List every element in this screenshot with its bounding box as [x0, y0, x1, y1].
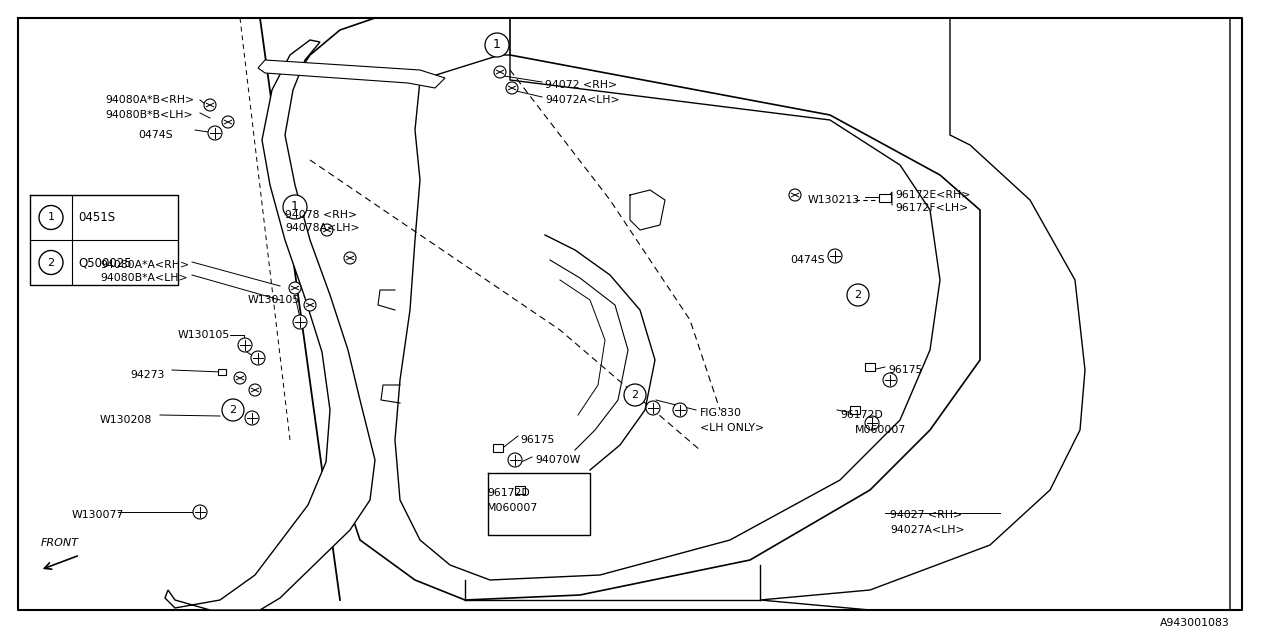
Text: 94273: 94273	[131, 370, 164, 380]
Text: 2: 2	[855, 290, 861, 300]
Text: W130105: W130105	[248, 295, 301, 305]
Text: 0474S: 0474S	[138, 130, 173, 140]
Text: 94078A<LH>: 94078A<LH>	[285, 223, 360, 233]
Text: 94070W: 94070W	[535, 455, 580, 465]
Circle shape	[244, 411, 259, 425]
Circle shape	[508, 453, 522, 467]
Text: W130077: W130077	[72, 510, 124, 520]
Text: 94080B*A<LH>: 94080B*A<LH>	[100, 273, 188, 283]
Bar	[865, 363, 876, 371]
Bar	[879, 194, 891, 202]
Circle shape	[289, 282, 301, 294]
Text: 0451S: 0451S	[78, 211, 115, 224]
Circle shape	[238, 338, 252, 352]
Circle shape	[865, 416, 879, 430]
Text: 94027A<LH>: 94027A<LH>	[890, 525, 965, 535]
Circle shape	[646, 401, 660, 415]
Text: 96172E<RH>: 96172E<RH>	[895, 190, 970, 200]
Circle shape	[234, 372, 246, 384]
Circle shape	[673, 403, 687, 417]
Circle shape	[221, 116, 234, 128]
Text: 94072 <RH>: 94072 <RH>	[545, 80, 617, 90]
Circle shape	[625, 384, 646, 406]
Text: 94072A<LH>: 94072A<LH>	[545, 95, 620, 105]
Bar	[493, 444, 503, 452]
Text: 1: 1	[47, 212, 55, 223]
Text: 94080B*B<LH>: 94080B*B<LH>	[105, 110, 192, 120]
Text: <LH ONLY>: <LH ONLY>	[700, 423, 764, 433]
Circle shape	[250, 384, 261, 396]
Circle shape	[828, 249, 842, 263]
Circle shape	[283, 195, 307, 219]
Text: W130213: W130213	[808, 195, 860, 205]
Text: 96175: 96175	[888, 365, 923, 375]
Circle shape	[293, 315, 307, 329]
Text: A943001083: A943001083	[1160, 618, 1230, 628]
Text: 2: 2	[47, 257, 55, 268]
Text: 0474S: 0474S	[790, 255, 824, 265]
Circle shape	[204, 99, 216, 111]
Polygon shape	[165, 40, 375, 610]
Circle shape	[485, 33, 509, 57]
Circle shape	[38, 250, 63, 275]
Text: Q500025: Q500025	[78, 256, 132, 269]
Text: M060007: M060007	[486, 503, 539, 513]
Polygon shape	[259, 60, 445, 88]
Text: FRONT: FRONT	[41, 538, 79, 548]
Text: 94027 <RH>: 94027 <RH>	[890, 510, 963, 520]
Text: 1: 1	[493, 38, 500, 51]
Circle shape	[305, 299, 316, 311]
Circle shape	[883, 373, 897, 387]
Bar	[850, 406, 860, 414]
Text: 94080A*B<RH>: 94080A*B<RH>	[105, 95, 195, 105]
Text: FIG.830: FIG.830	[700, 408, 742, 418]
Text: 94080A*A<RH>: 94080A*A<RH>	[100, 260, 189, 270]
Text: 96175: 96175	[520, 435, 554, 445]
Circle shape	[494, 66, 506, 78]
Circle shape	[193, 505, 207, 519]
Text: W130105: W130105	[178, 330, 230, 340]
Bar	[515, 486, 525, 494]
Circle shape	[344, 252, 356, 264]
Text: W130208: W130208	[100, 415, 152, 425]
Circle shape	[207, 126, 221, 140]
Circle shape	[251, 351, 265, 365]
Circle shape	[788, 189, 801, 201]
Circle shape	[321, 224, 333, 236]
Circle shape	[221, 399, 244, 421]
Text: 2: 2	[229, 405, 237, 415]
Text: 96172D: 96172D	[486, 488, 530, 498]
Text: 96172F<LH>: 96172F<LH>	[895, 203, 968, 213]
Circle shape	[38, 205, 63, 230]
Text: 96172D: 96172D	[840, 410, 883, 420]
Text: 94078 <RH>: 94078 <RH>	[285, 210, 357, 220]
Circle shape	[506, 82, 518, 94]
Bar	[218, 369, 227, 375]
Text: M060007: M060007	[855, 425, 906, 435]
Text: 1: 1	[291, 200, 300, 214]
Circle shape	[847, 284, 869, 306]
Text: 2: 2	[631, 390, 639, 400]
